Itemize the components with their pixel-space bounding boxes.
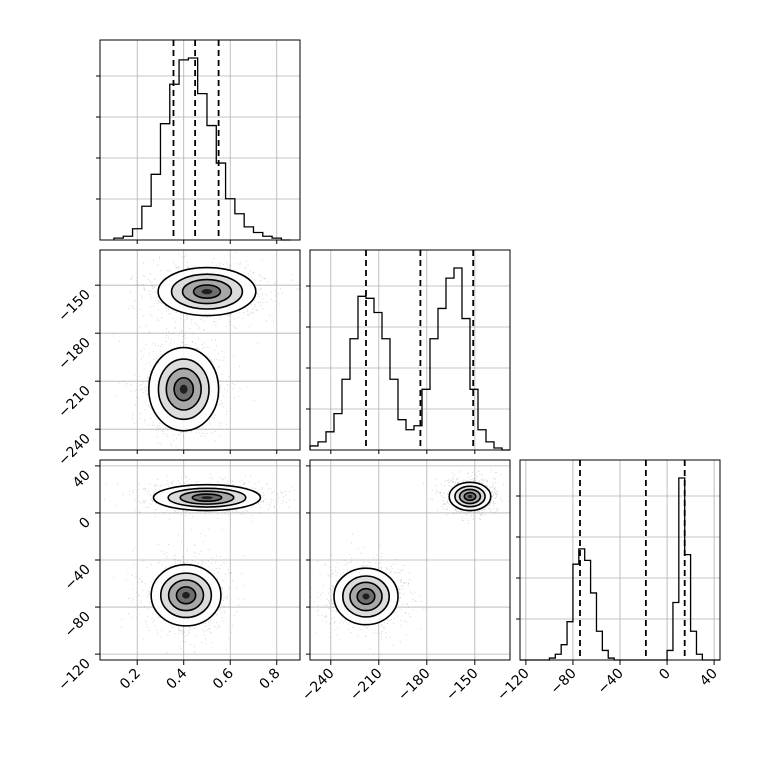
contour-line [157,358,210,421]
histogram-step [520,477,720,661]
contour-line [150,563,222,627]
contour-line [165,367,202,411]
contour-line [192,284,222,299]
contour-line [448,481,492,512]
x-tick-label: −150 [443,666,482,705]
contour-line [173,376,195,402]
marginal-panel-0 [96,39,301,241]
panel-frame [309,249,511,451]
x-tick-label: −240 [299,666,338,705]
contour-line [159,572,213,619]
contour-line [170,273,244,310]
y-tick-label: −180 [55,335,94,374]
joint-panel-1-2 [309,459,511,661]
histogram-step [113,57,291,241]
y-tick-label: −240 [55,431,94,470]
x-tick-label: 0.6 [210,665,237,692]
contour-line [341,575,390,618]
x-tick-label: −40 [595,666,627,698]
x-tick-label: 0.4 [163,665,190,692]
x-tick-label: −210 [347,666,386,705]
marginal-panel-1 [306,249,511,451]
panel-content [113,250,300,450]
panel-background [100,40,300,240]
y-tick-label: 40 [70,467,94,491]
y-tick-label: 0 [76,514,94,532]
contour-line [191,493,223,503]
contour-line [167,579,205,612]
panel-frame [99,39,301,241]
joint-panel-0-2 [99,459,301,661]
contour-line [175,586,197,605]
contour-line [148,346,220,432]
y-tick-label: −120 [55,656,94,695]
y-tick-label: −40 [62,562,94,594]
contour-line [152,483,262,512]
contour-line [181,278,233,305]
contour-line [179,490,235,505]
density-level [179,384,188,394]
contour-line [463,491,477,502]
y-tick-label: −150 [55,287,94,326]
x-tick-label: −120 [494,666,533,705]
y-tick-label: −80 [62,609,94,641]
x-tick-label: 40 [697,666,721,690]
marginal-panel-2 [516,459,721,661]
contour-line [167,487,247,508]
density-level [182,591,190,599]
contour-line [458,488,482,505]
density-level [201,496,213,500]
panel-content [310,469,510,656]
contour-line [349,581,383,612]
contour-line [454,485,486,508]
panel-content [100,473,300,654]
y-tick-label: −210 [55,383,94,422]
panel-frame [99,249,301,451]
x-tick-label: −180 [395,666,434,705]
joint-panel-0-1 [99,249,301,451]
x-tick-label: 0.8 [257,666,284,693]
density-level [362,593,370,600]
x-tick-label: −80 [548,666,580,698]
panel-background [310,250,510,450]
contour-line [157,266,257,317]
x-tick-label: 0 [656,666,674,684]
density-level [201,288,213,295]
x-tick-label: 0.2 [117,666,144,693]
histogram-step [309,267,510,451]
density-level [467,494,473,499]
contour-line [333,567,399,626]
contour-line [356,587,376,606]
